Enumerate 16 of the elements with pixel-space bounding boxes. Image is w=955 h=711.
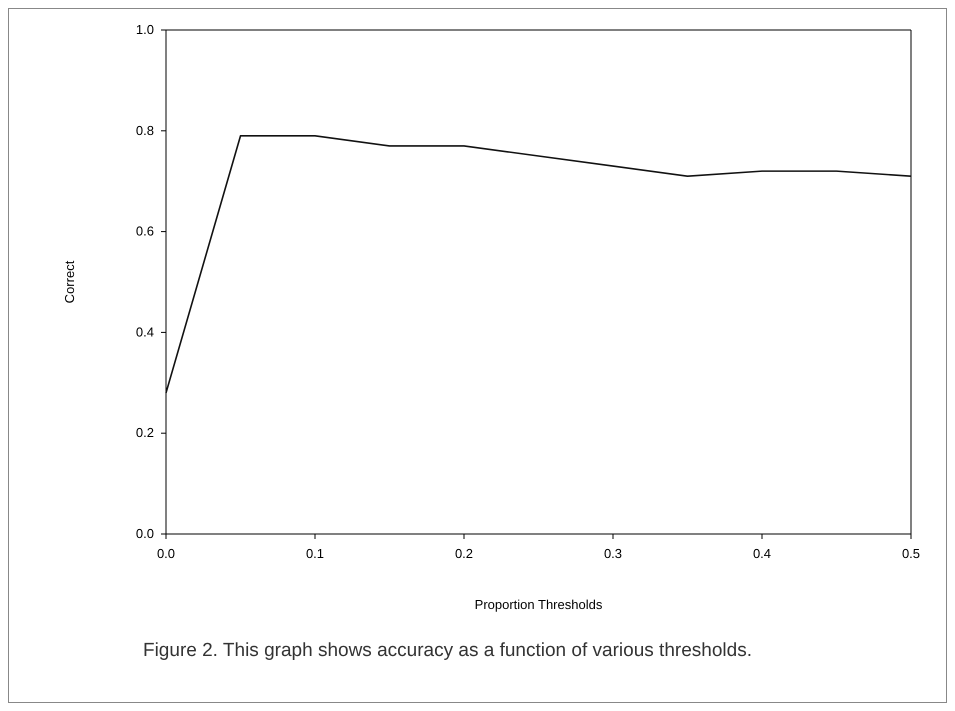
x-tick-label: 0.4: [752, 546, 772, 561]
y-axis-title: Correct: [62, 260, 77, 304]
x-tick-label: 0.3: [604, 546, 622, 561]
y-tick-label: 0.6: [136, 224, 154, 239]
x-tick-label: 0.1: [306, 546, 324, 561]
caption: Figure 2. This graph shows accuracy as a function of various thresholds.: [142, 640, 752, 661]
x-tick-label: 0.5: [902, 546, 920, 561]
y-tick-label: 0.0: [136, 526, 154, 541]
line-series: [165, 135, 912, 394]
y-tick-label: 0.4: [136, 324, 154, 340]
x-tick-label: 0.0: [156, 546, 176, 561]
y-tick-label: 1.0: [136, 22, 154, 37]
y-tick-label: 0.2: [136, 425, 154, 440]
x-axis-title: Proportion Thresholds: [474, 597, 603, 612]
x-tick-label: 0.2: [454, 546, 474, 561]
y-tick-label: 0.8: [136, 122, 154, 138]
